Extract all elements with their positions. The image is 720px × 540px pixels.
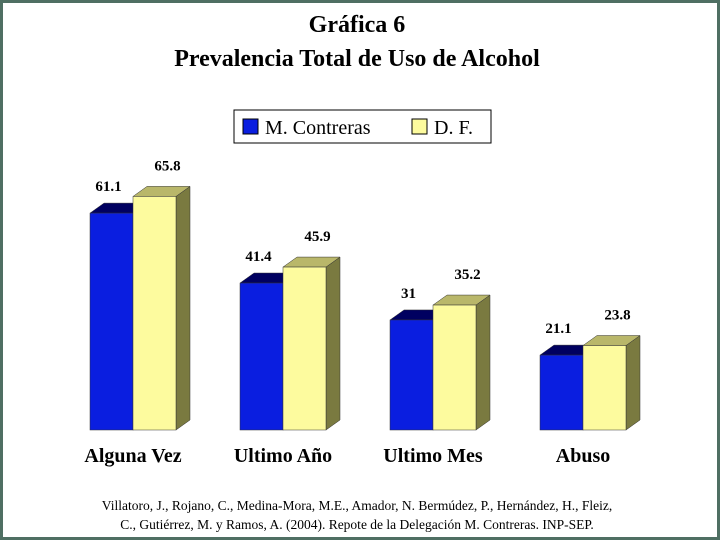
bar-d-f-ultimo-ano — [282, 266, 327, 431]
value-label-m-contreras-abuso: 21.1 — [545, 321, 571, 337]
labels-group: 61.1 65.8 Alguna Vez 41.4 45.9 Ultimo Año 31 35… — [84, 158, 630, 467]
value-label-m-contreras-alguna-vez: 61.1 — [95, 179, 121, 195]
bar-m-contreras-ultimo-mes — [389, 319, 434, 431]
legend-swatch-df — [411, 118, 428, 135]
category-label: Alguna Vez — [84, 445, 181, 467]
bar-m-contreras-ultimo-ano — [239, 282, 284, 431]
legend-label-df: D. F. — [434, 117, 473, 139]
legend: M. Contreras D. F. — [233, 109, 492, 144]
category-label: Ultimo Mes — [383, 445, 483, 467]
bar-d-f-ultimo-mes — [432, 304, 477, 431]
bar-m-contreras-alguna-vez — [89, 212, 134, 431]
bar-side-d-f-alguna-vez — [175, 185, 191, 431]
legend-label-m-contreras: M. Contreras — [265, 117, 371, 139]
category-label: Abuso — [556, 445, 610, 467]
chart-title-line1: Gráfica 6 — [308, 12, 406, 38]
bar-d-f-abuso — [582, 345, 627, 431]
source-citation-line1: Villatoro, J., Rojano, C., Medina-Mora, … — [101, 498, 613, 513]
bar-side-d-f-ultimo-ano — [325, 256, 341, 431]
bar-m-contreras-abuso — [539, 354, 584, 431]
source-citation-line2: C., Gutiérrez, M. y Ramos, A. (2004). Re… — [120, 517, 594, 532]
bars-group — [89, 185, 641, 431]
value-label-m-contreras-ultimo-ano: 41.4 — [245, 249, 272, 265]
chart-title-line2: Prevalencia Total de Uso de Alcohol — [174, 46, 540, 72]
legend-box — [233, 109, 492, 144]
bar-side-d-f-abuso — [625, 335, 641, 431]
value-label-m-contreras-ultimo-mes: 31 — [401, 286, 416, 302]
value-label-d-f-ultimo-mes: 35.2 — [454, 267, 480, 283]
category-label: Ultimo Año — [234, 445, 332, 467]
value-label-d-f-ultimo-ano: 45.9 — [304, 229, 330, 245]
legend-swatch-m-contreras — [242, 118, 259, 135]
value-label-d-f-abuso: 23.8 — [604, 308, 630, 324]
bar-side-d-f-ultimo-mes — [475, 294, 491, 431]
value-label-d-f-alguna-vez: 65.8 — [154, 158, 180, 174]
bar-d-f-alguna-vez — [132, 196, 177, 431]
